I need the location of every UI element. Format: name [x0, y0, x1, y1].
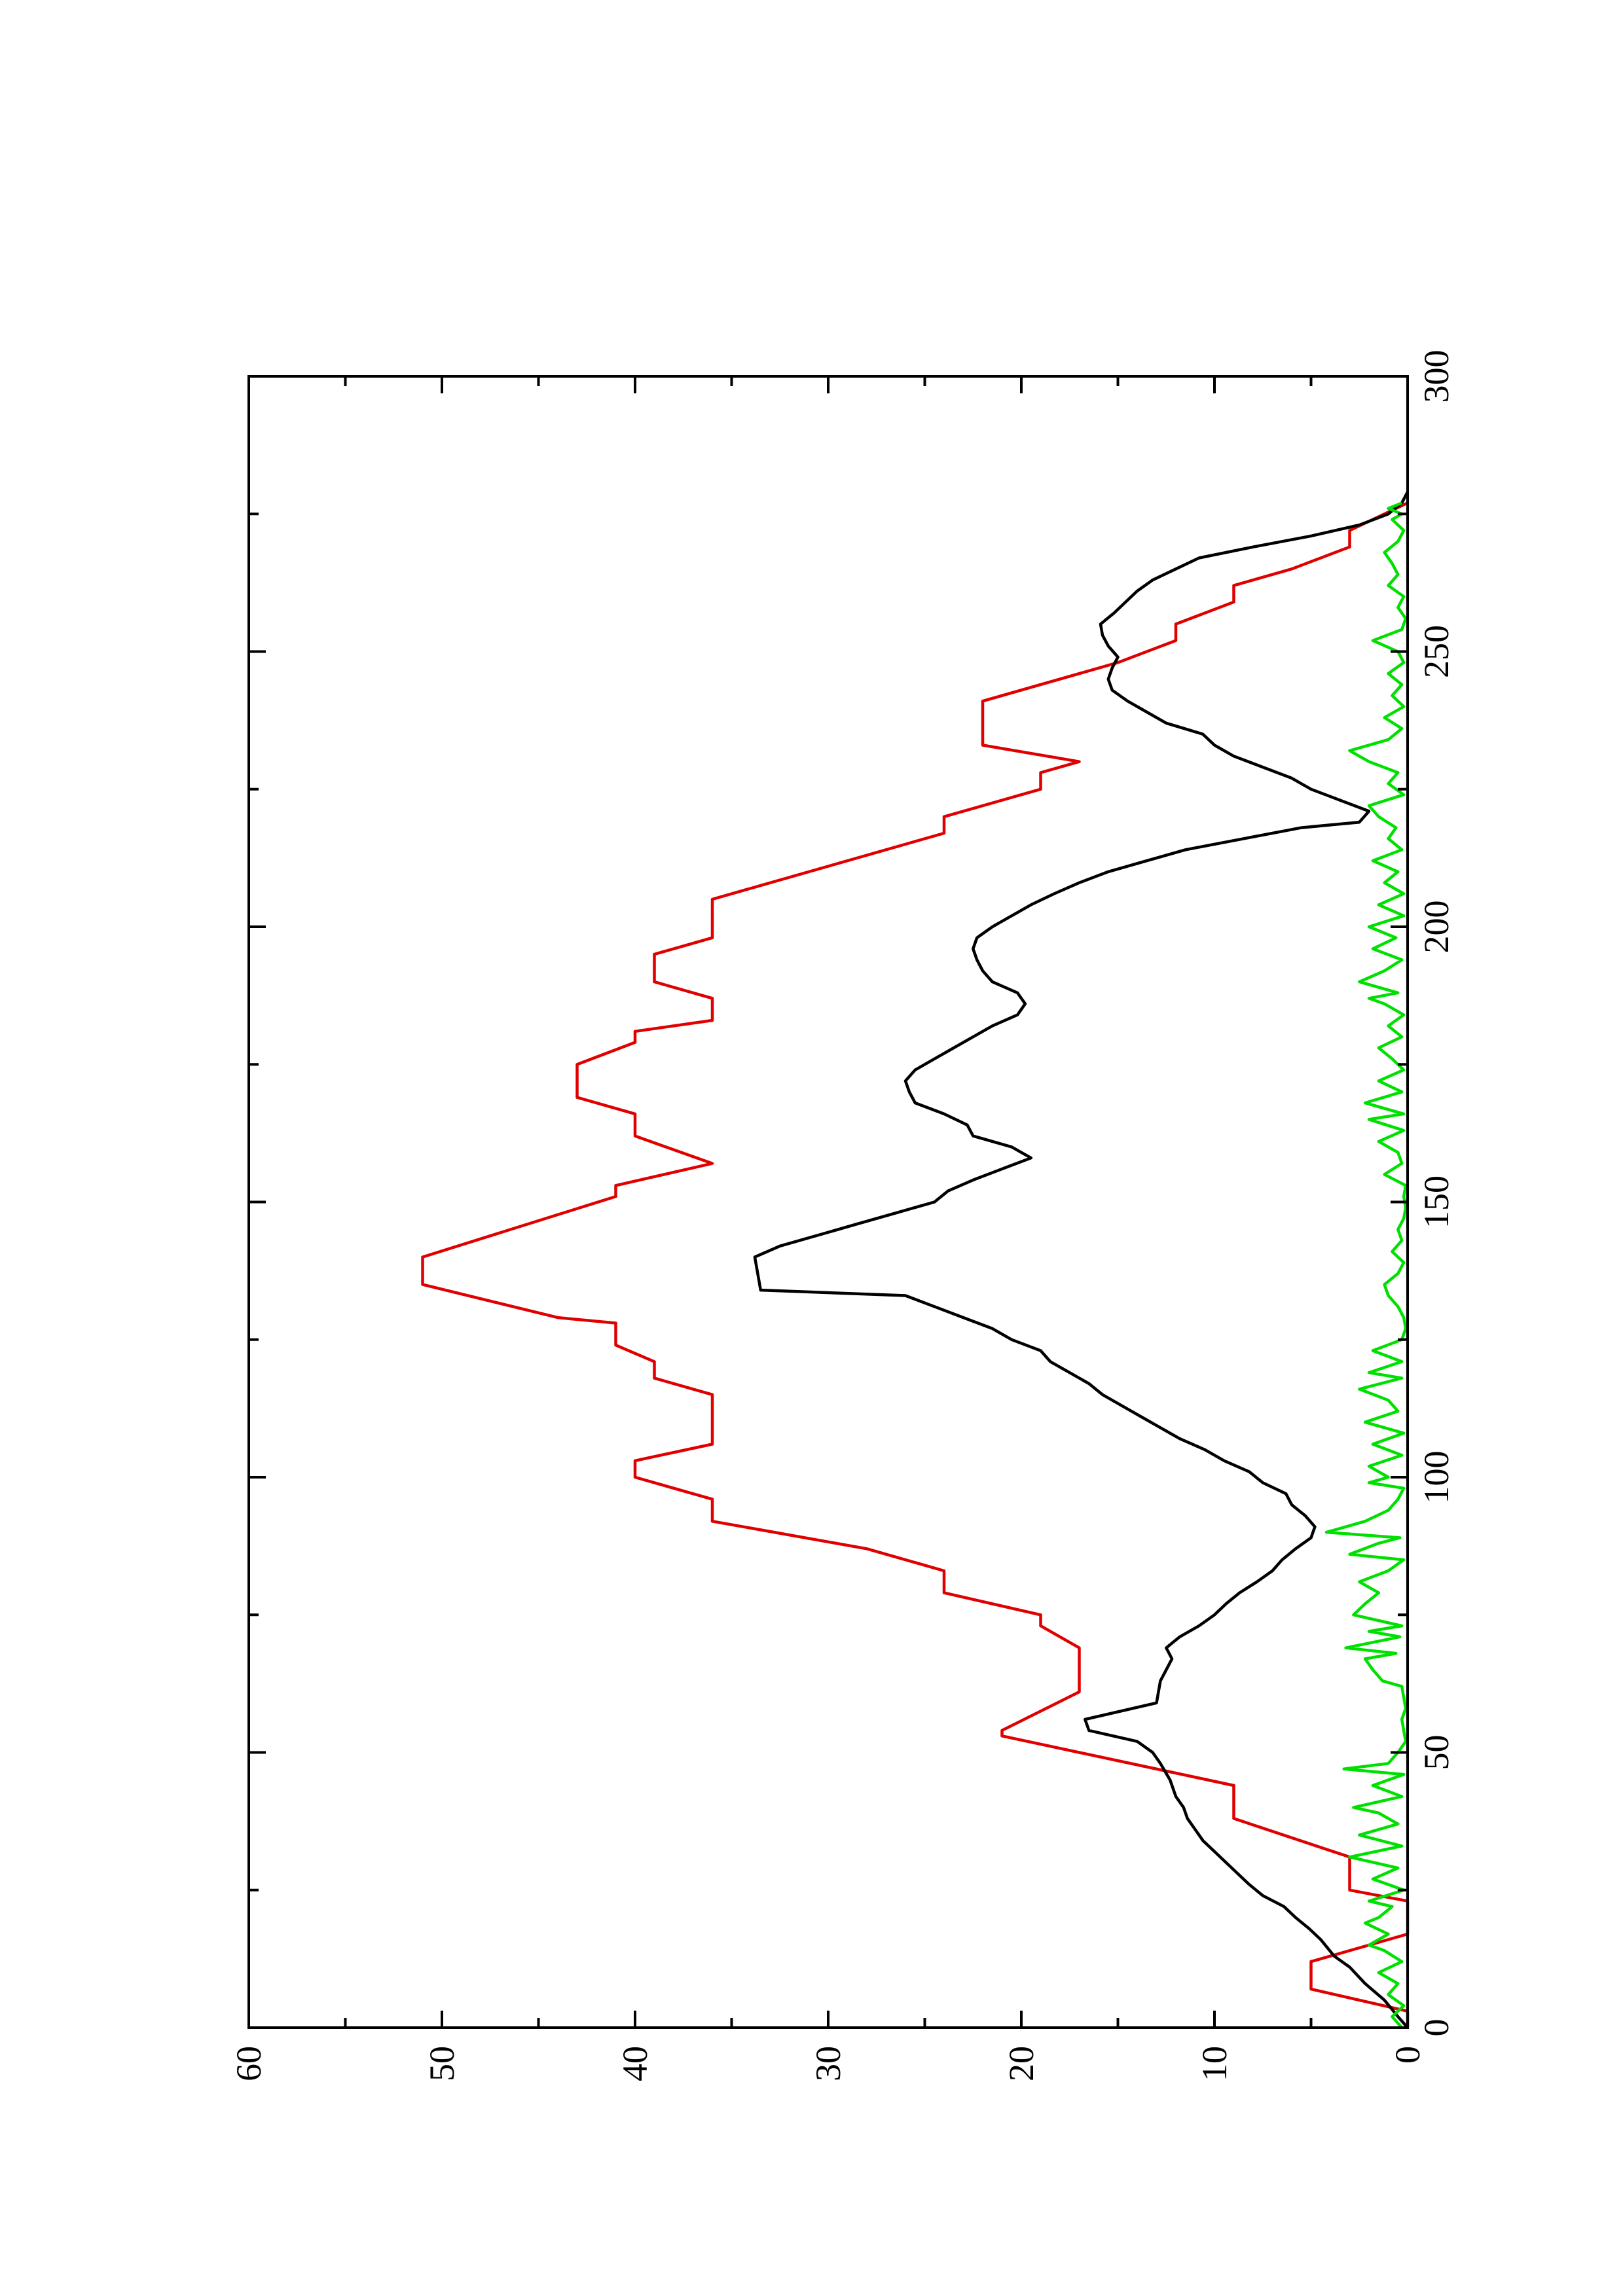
series-line-2 — [753, 491, 1409, 2029]
tick-labels: 0 50 100 150 200 250 300 0 10 20 30 40 50 60 — [229, 350, 1456, 2082]
plot-area — [421, 491, 1410, 2029]
y-tick-label: 0 — [1388, 2046, 1427, 2064]
x-tick-label: 200 — [1417, 901, 1456, 954]
series-line-3 — [1324, 501, 1408, 2029]
x-tick-label: 0 — [1417, 2019, 1456, 2037]
x-tick-label: 100 — [1417, 1451, 1456, 1504]
axis-ticks — [247, 375, 1409, 2029]
x-tick-label: 300 — [1417, 350, 1456, 403]
x-tick-label: 250 — [1417, 625, 1456, 678]
y-tick-label: 30 — [809, 2046, 848, 2081]
y-tick-label: 40 — [615, 2046, 655, 2081]
y-tick-label: 10 — [1195, 2046, 1234, 2081]
y-tick-label: 50 — [422, 2046, 462, 2081]
x-tick-label: 50 — [1417, 1735, 1456, 1770]
y-tick-label: 60 — [229, 2046, 268, 2081]
series-line-1 — [421, 501, 1410, 2028]
y-tick-label: 20 — [1002, 2046, 1041, 2081]
x-tick-label: 150 — [1417, 1175, 1456, 1229]
plot-frame — [247, 375, 1409, 2029]
